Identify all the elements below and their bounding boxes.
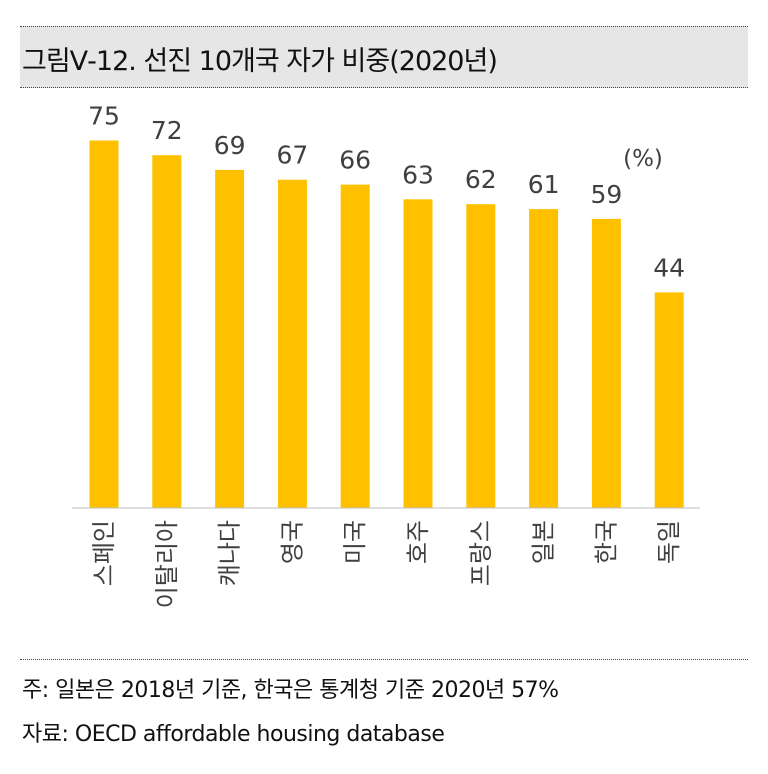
figure-title-bar: 그림Ⅴ-12. 선진 10개국 자가 비중(2020년) [20,26,748,88]
bar-1 [89,140,119,508]
category-labels-group: 스페인 이탈리아 캐나다 영국 미국 호주 프랑스 일본 한국 독일 [90,520,683,608]
category-label-9: 한국 [592,520,620,564]
category-label-1: 스페인 [90,520,118,586]
data-label-5: 66 [339,146,371,175]
bar-3 [215,169,245,508]
data-label-3: 69 [214,131,246,160]
category-label-5: 미국 [341,520,369,564]
bar-chart: 75 72 69 67 66 63 62 61 59 44 스페인 이탈리아 캐나다 영국 미국 호주 프랑스… [72,102,700,608]
data-label-8: 61 [528,170,560,199]
data-label-1: 75 [88,102,120,131]
category-label-7: 프랑스 [467,520,495,586]
bar-7 [466,204,496,508]
data-label-7: 62 [465,165,497,194]
category-label-10: 독일 [655,520,683,564]
data-label-4: 67 [276,141,308,170]
category-label-2: 이탈리아 [153,520,181,608]
unit-label: (%) [623,146,663,172]
data-label-9: 59 [590,180,622,209]
data-label-6: 63 [402,160,434,189]
category-label-3: 캐나다 [216,520,244,586]
bar-10 [654,292,684,508]
footnote: 주: 일본은 2018년 기준, 한국은 통계청 기준 2020년 57% [22,678,559,703]
bar-4 [277,179,307,508]
bar-5 [340,184,370,508]
data-labels-group: 75 72 69 67 66 63 62 61 59 44 [88,102,685,283]
bars-group [89,140,684,509]
figure-title: 그림Ⅴ-12. 선진 10개국 자가 비중(2020년) [22,46,498,77]
bar-2 [152,155,182,508]
data-label-2: 72 [151,116,183,145]
source-note: 자료: OECD affordable housing database [22,722,445,747]
bar-9 [591,218,621,508]
data-label-10: 44 [653,253,685,282]
footer-divider [20,659,748,660]
category-label-4: 영국 [278,520,306,564]
bar-6 [403,199,433,509]
category-label-8: 일본 [530,520,558,564]
category-label-6: 호주 [404,520,432,564]
bar-8 [529,209,559,508]
